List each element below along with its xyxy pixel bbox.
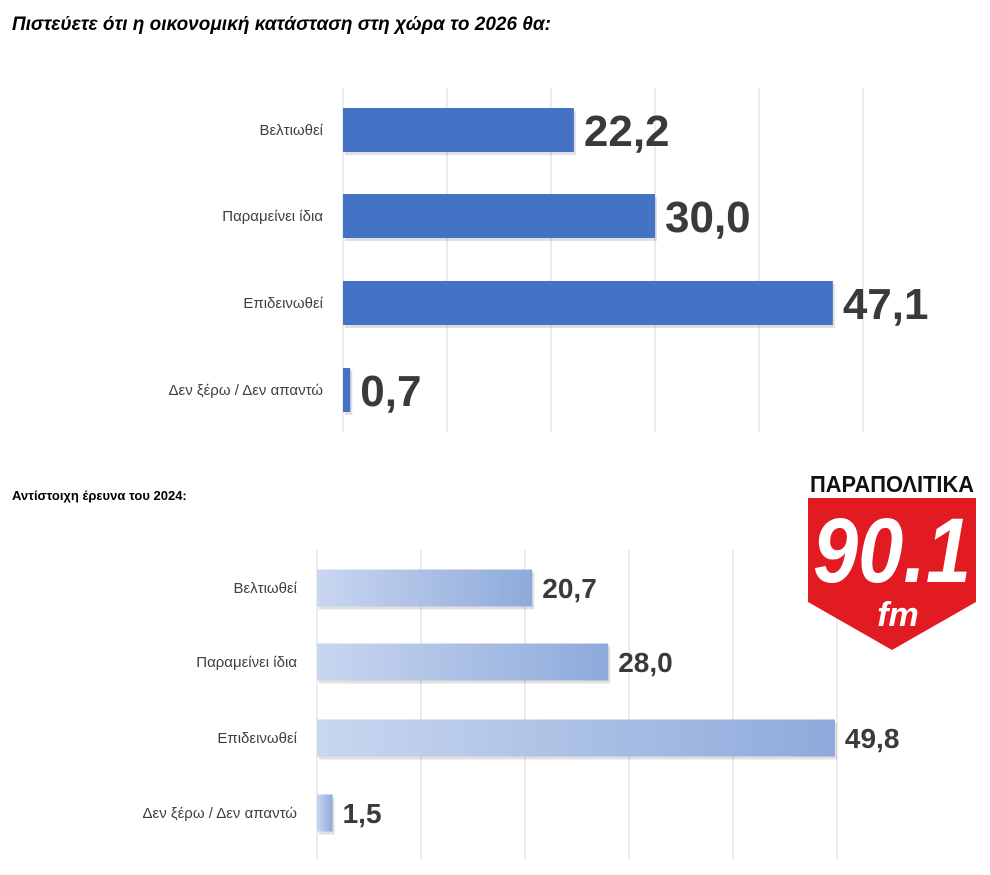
bar-improve	[317, 569, 533, 607]
bar-dont-know	[343, 368, 351, 412]
value-label-same: 28,0	[618, 647, 673, 678]
category-label-dont-know: Δεν ξέρω / Δεν απαντώ	[169, 382, 324, 399]
category-label-worse: Επιδεινωθεί	[217, 730, 297, 747]
value-label-same: 30,0	[665, 193, 751, 242]
value-label-dont-know: 1,5	[343, 798, 382, 829]
value-label-worse: 49,8	[845, 723, 900, 754]
parapolitika-logo: ΠΑΡΑΠΟΛΙΤΙΚΑ 90.1 fm	[808, 471, 976, 650]
bar-same	[343, 194, 655, 238]
bar-chart-2026: Βελτιωθεί 22,2 Παραμείνει ίδια 30,0 Επιδεινω…	[169, 88, 929, 432]
value-label-worse: 47,1	[843, 280, 929, 329]
logo-shield	[808, 498, 976, 650]
category-label-improve: Βελτιωθεί	[233, 580, 297, 597]
bar-same	[317, 643, 609, 681]
logo-fm: fm	[877, 596, 919, 634]
category-label-worse: Επιδεινωθεί	[243, 295, 323, 312]
category-label-improve: Βελτιωθεί	[259, 122, 323, 139]
value-label-improve: 22,2	[584, 107, 670, 156]
chart-title: Πιστεύετε ότι η οικονομική κατάσταση στη…	[12, 14, 552, 35]
bar-worse	[317, 719, 835, 757]
bar-improve	[343, 108, 574, 152]
bar-worse	[343, 281, 833, 325]
category-label-dont-know: Δεν ξέρω / Δεν απαντώ	[143, 805, 298, 822]
value-label-improve: 20,7	[542, 573, 597, 604]
category-label-same: Παραμείνει ίδια	[196, 654, 297, 671]
bar-dont-know	[317, 794, 333, 832]
comparison-title: Αντίστοιχη έρευνα του 2024:	[12, 488, 187, 503]
category-label-same: Παραμείνει ίδια	[222, 208, 323, 225]
value-label-dont-know: 0,7	[360, 367, 421, 416]
logo-number: 90.1	[813, 500, 971, 602]
logo-top-text: ΠΑΡΑΠΟΛΙΤΙΚΑ	[810, 471, 974, 497]
